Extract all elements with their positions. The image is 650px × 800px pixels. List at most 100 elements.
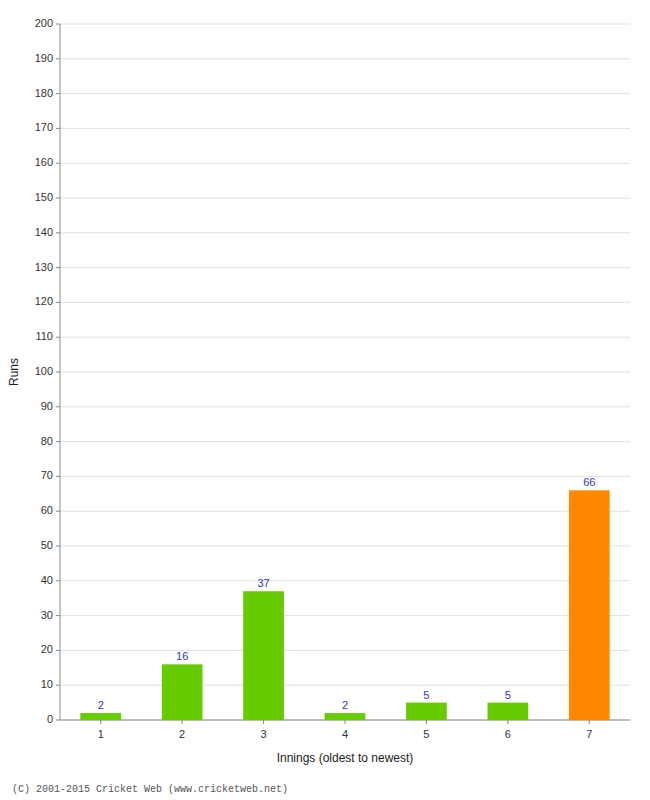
grid-line (60, 372, 630, 373)
y-tick-label: 130 (35, 261, 53, 273)
x-tick (100, 720, 101, 724)
grid-line (60, 406, 630, 407)
data-label: 2 (98, 699, 104, 711)
x-tick-label: 6 (505, 728, 511, 740)
chart-container: 0 10 20 30 40 50 60 70 80 90 100 110 120 130 140 150 160… (0, 0, 650, 800)
bar (243, 591, 284, 720)
y-tick (56, 24, 60, 25)
grid-line (60, 476, 630, 477)
y-axis-label: Runs (7, 358, 21, 386)
y-tick-label: 120 (35, 295, 53, 307)
chart: 0 10 20 30 40 50 60 70 80 90 100 110 120 130 140 150 160… (0, 0, 650, 800)
data-label: 2 (342, 699, 348, 711)
bar (406, 703, 447, 720)
y-tick-label: 140 (35, 226, 53, 238)
x-tick-label: 2 (179, 728, 185, 740)
grid-line (60, 128, 630, 129)
bar (569, 490, 610, 720)
y-tick (56, 720, 60, 721)
y-tick (56, 650, 60, 651)
grid-line (60, 302, 630, 303)
grid-line (60, 580, 630, 581)
y-tick (56, 232, 60, 233)
x-tick-label: 4 (342, 728, 348, 740)
y-tick-label: 200 (35, 17, 53, 29)
x-tick-label: 5 (423, 728, 429, 740)
y-tick (56, 372, 60, 373)
y-tick (56, 128, 60, 129)
y-tick (56, 615, 60, 616)
data-label: 5 (505, 689, 511, 701)
data-labels: 2 16 37 2 5 5 66 (98, 476, 596, 711)
y-tick-label: 0 (47, 713, 53, 725)
data-label: 16 (176, 650, 188, 662)
bar (162, 664, 203, 720)
y-tick (56, 198, 60, 199)
y-tick-label: 170 (35, 121, 53, 133)
x-tick (507, 720, 508, 724)
y-tick-label: 10 (41, 678, 53, 690)
y-tick-label: 100 (35, 365, 53, 377)
grid-line (60, 58, 630, 59)
grid-line (60, 650, 630, 651)
data-label: 37 (257, 577, 269, 589)
x-tick-label: 7 (586, 728, 592, 740)
grid-line (60, 685, 630, 686)
grid-line (60, 232, 630, 233)
x-tick-label: 1 (98, 728, 104, 740)
x-tick (263, 720, 264, 724)
y-tick-label: 40 (41, 574, 53, 586)
bars (80, 490, 609, 720)
axes: 0 10 20 30 40 50 60 70 80 90 100 110 120 130 140 150 160… (35, 17, 630, 740)
y-tick-label: 30 (41, 609, 53, 621)
grid-line (60, 198, 630, 199)
grid-line (60, 93, 630, 94)
y-tick (56, 302, 60, 303)
y-tick-label: 20 (41, 643, 53, 655)
grid-line (60, 24, 630, 25)
y-tick-label: 80 (41, 435, 53, 447)
data-label: 5 (423, 689, 429, 701)
y-tick (56, 58, 60, 59)
x-tick-label: 3 (261, 728, 267, 740)
y-tick-label: 50 (41, 539, 53, 551)
y-tick-label: 70 (41, 469, 53, 481)
y-tick (56, 580, 60, 581)
x-tick (182, 720, 183, 724)
y-tick (56, 546, 60, 547)
y-tick (56, 685, 60, 686)
grid (60, 24, 630, 720)
x-tick (589, 720, 590, 724)
y-tick (56, 163, 60, 164)
grid-line (60, 546, 630, 547)
data-label: 66 (583, 476, 595, 488)
x-axis-label: Innings (oldest to newest) (277, 751, 414, 765)
y-tick-label: 160 (35, 156, 53, 168)
footer: (C) 2001-2015 Cricket Web (www.cricketwe… (12, 784, 288, 795)
y-tick-label: 90 (41, 400, 53, 412)
bar (488, 703, 529, 720)
y-tick (56, 441, 60, 442)
grid-line (60, 441, 630, 442)
grid-line (60, 163, 630, 164)
grid-line (60, 615, 630, 616)
bar (80, 713, 121, 720)
y-tick (56, 337, 60, 338)
grid-line (60, 511, 630, 512)
y-tick (56, 406, 60, 407)
y-tick-label: 180 (35, 87, 53, 99)
y-tick (56, 93, 60, 94)
y-tick-label: 190 (35, 52, 53, 64)
y-tick-label: 110 (35, 330, 53, 342)
y-tick (56, 267, 60, 268)
x-tick (426, 720, 427, 724)
y-tick-label: 60 (41, 504, 53, 516)
grid-line (60, 267, 630, 268)
grid-line (60, 337, 630, 338)
y-tick (56, 476, 60, 477)
y-tick-label: 150 (35, 191, 53, 203)
x-tick (345, 720, 346, 724)
bar (325, 713, 366, 720)
y-tick (56, 511, 60, 512)
y-axis-line (60, 24, 61, 720)
